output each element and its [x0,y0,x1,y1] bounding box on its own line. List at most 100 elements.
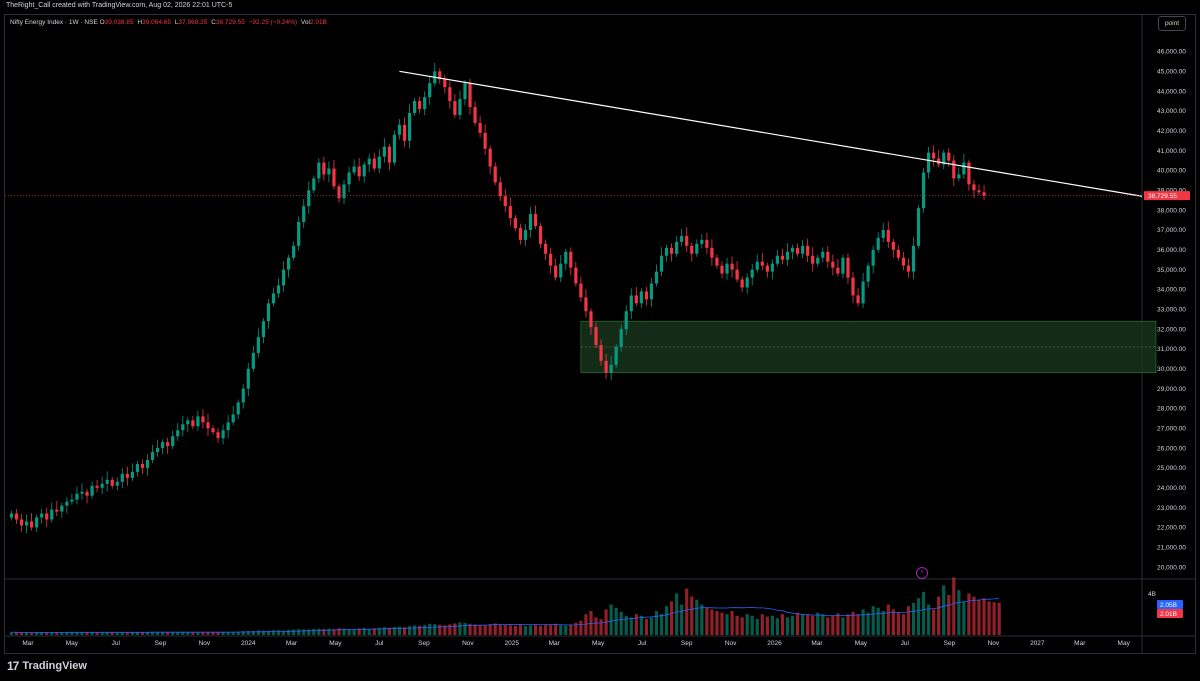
candle-body[interactable] [181,424,185,431]
candle-body[interactable] [176,430,180,437]
candle-body[interactable] [790,247,795,252]
tradingview-logo[interactable]: 17 TradingView [7,659,87,673]
candle-body[interactable] [201,416,205,423]
candle-body[interactable] [95,485,99,488]
candle-body[interactable] [740,279,744,288]
candle-body[interactable] [564,251,568,264]
candle-body[interactable] [977,190,981,193]
candle-body[interactable] [675,241,679,254]
candle-body[interactable] [488,148,492,167]
candle-body[interactable] [619,329,623,347]
candle-body[interactable] [226,422,230,431]
candle-body[interactable] [317,162,321,179]
candle-body[interactable] [216,432,220,439]
candle-body[interactable] [851,277,855,296]
candle-body[interactable] [836,267,840,274]
candle-body[interactable] [206,422,210,429]
candle-body[interactable] [297,222,301,246]
candle-body[interactable] [483,132,487,149]
candle-body[interactable] [196,416,200,427]
candle-body[interactable] [639,291,643,304]
candle-body[interactable] [725,263,729,274]
candle-body[interactable] [423,97,427,110]
candle-body[interactable] [332,168,336,187]
candle-body[interactable] [614,346,618,365]
candle-body[interactable] [498,182,502,197]
candle-body[interactable] [347,172,351,185]
candle-body[interactable] [478,122,482,133]
candle-body[interactable] [624,311,628,330]
candle-body[interactable] [659,255,664,272]
candle-body[interactable] [161,442,165,449]
candle-body[interactable] [826,251,830,262]
candle-body[interactable] [372,158,376,169]
candle-body[interactable] [735,269,739,280]
candle-body[interactable] [795,247,800,254]
candle-body[interactable] [886,229,890,242]
candle-body[interactable] [166,442,170,447]
candle-body[interactable] [19,519,24,526]
candle-body[interactable] [861,281,865,304]
candle-body[interactable] [70,499,74,502]
candle-body[interactable] [231,414,235,423]
candle-body[interactable] [438,71,442,80]
candle-body[interactable] [896,249,900,258]
candle-body[interactable] [418,101,422,110]
candle-body[interactable] [680,235,684,242]
candle-body[interactable] [801,245,805,254]
candle-body[interactable] [110,479,114,486]
candle-body[interactable] [811,255,815,264]
candle-body[interactable] [710,247,714,258]
candle-body[interactable] [140,463,145,468]
candle-body[interactable] [669,247,674,254]
candle-body[interactable] [538,226,543,244]
candle-body[interactable] [287,257,291,270]
candle-body[interactable] [780,255,785,260]
candle-body[interactable] [397,124,402,135]
candle-body[interactable] [775,255,780,264]
candle-body[interactable] [750,269,754,278]
candle-body[interactable] [171,436,175,447]
candle-body[interactable] [685,235,689,246]
candle-body[interactable] [644,291,648,300]
candle-body[interactable] [649,283,654,300]
candle-body[interactable] [342,184,346,199]
candle-body[interactable] [967,162,971,185]
candle-body[interactable] [29,521,34,528]
candle-body[interactable] [392,134,397,163]
candle-body[interactable] [871,249,875,266]
candle-body[interactable] [412,101,417,113]
candle-body[interactable] [634,295,638,304]
candle-body[interactable] [468,83,472,108]
candle-body[interactable] [312,178,316,191]
candle-body[interactable] [584,297,588,312]
candle-body[interactable] [846,257,850,278]
candle-body[interactable] [125,473,129,478]
candle-body[interactable] [256,337,260,353]
candle-body[interactable] [664,247,669,256]
candle-body[interactable] [513,218,517,228]
candle-body[interactable] [947,152,951,161]
candle-body[interactable] [50,509,54,520]
candle-body[interactable] [221,430,225,439]
candle-body[interactable] [962,162,966,175]
candle-body[interactable] [191,420,195,427]
candle-body[interactable] [554,265,558,278]
candle-body[interactable] [75,493,79,500]
lightning-icon[interactable]: ⚡ [916,567,928,579]
candle-body[interactable] [856,295,860,304]
candle-body[interactable] [14,513,19,520]
candle-body[interactable] [24,521,29,526]
candle-body[interactable] [700,239,704,244]
candle-body[interactable] [926,152,931,173]
candle-body[interactable] [120,473,124,482]
candle-body[interactable] [337,186,341,199]
candle-body[interactable] [589,311,593,328]
candle-body[interactable] [911,245,916,272]
candle-body[interactable] [60,505,64,512]
candle-body[interactable] [952,160,956,179]
candle-body[interactable] [604,360,608,373]
candle-body[interactable] [40,513,44,518]
candle-body[interactable] [35,517,39,528]
